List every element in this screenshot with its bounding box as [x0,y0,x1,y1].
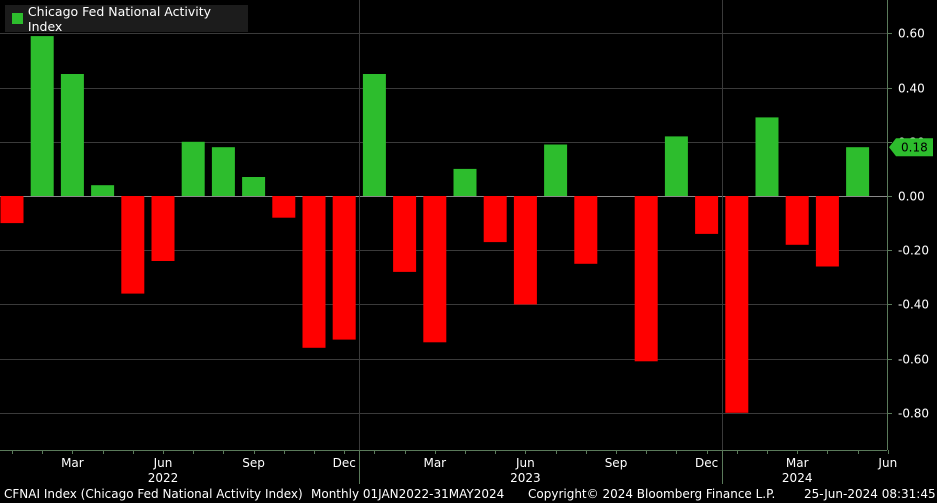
bar [846,147,870,196]
bar [785,196,809,245]
y-tick-label: -0.80 [898,407,929,421]
bar [664,136,688,196]
bar [60,74,84,196]
bar [634,196,658,362]
x-month-label: Sep [605,456,628,470]
bar [151,196,175,261]
x-month-label: Mar [423,456,446,470]
x-year-label: 2024 [782,471,813,484]
y-tick-label: 0.60 [898,27,925,41]
chart: 0.600.400.200.00-0.20-0.40-0.60-0.800.18… [0,0,933,484]
bar [332,196,356,340]
bar [181,141,205,196]
bar [393,196,417,272]
bar [755,117,779,196]
y-tick-label: -0.20 [898,244,929,258]
bar [725,196,749,413]
bar [513,196,537,305]
x-year-label: 2022 [148,471,179,484]
footer-ticker: CFNAI Index (Chicago Fed National Activi… [4,487,303,501]
x-month-label: Jun [877,456,897,470]
current-value-badge: 0.18 [889,138,933,157]
footer-copyright: Copyright© 2024 Bloomberg Finance L.P. [528,487,776,501]
bar [302,196,326,348]
y-tick-label: -0.40 [898,298,929,312]
bar [815,196,839,267]
y-axis: 0.600.400.200.00-0.20-0.40-0.60-0.800.18 [887,0,933,450]
current-value-badge-label: 0.18 [901,141,928,155]
bar [0,196,24,224]
bar [362,74,386,196]
x-month-label: Sep [242,456,265,470]
y-tick-label: -0.60 [898,353,929,367]
x-month-label: Dec [695,456,718,470]
legend: Chicago Fed National Activity Index [5,3,248,34]
x-month-label: Mar [786,456,809,470]
bars [0,36,870,413]
x-month-label: Jun [515,456,535,470]
bar [242,177,266,196]
bar [483,196,507,243]
legend-label: Chicago Fed National Activity Index [27,3,212,34]
x-month-label: Dec [333,456,356,470]
footer-timestamp: 25-Jun-2024 08:31:45 [804,487,936,501]
bar [272,196,296,218]
bar [121,196,145,294]
bar [695,196,719,234]
bar [30,36,54,196]
y-tick-label: 0.40 [898,82,925,96]
bar [423,196,447,343]
x-month-label: Jun [153,456,173,470]
bar [574,196,598,264]
x-month-label: Mar [61,456,84,470]
bar [544,144,568,196]
x-year-label: 2023 [510,471,541,484]
bar [91,185,115,196]
footer: CFNAI Index (Chicago Fed National Activi… [0,484,937,503]
bar [211,147,235,196]
bar [453,168,477,196]
footer-range: Monthly 01JAN2022-31MAY2024 [311,487,505,501]
legend-swatch [12,13,23,24]
y-tick-label: 0.00 [898,190,925,204]
current-value-badge-bg [889,138,933,157]
